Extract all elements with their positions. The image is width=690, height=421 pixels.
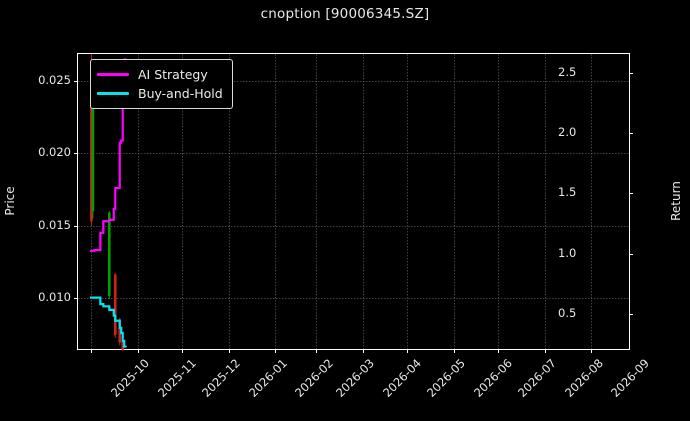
y-tick-right — [629, 193, 633, 195]
chart-title: cnoption [90006345.SZ] — [260, 6, 430, 22]
x-tick-label: 2025-12 — [199, 356, 244, 400]
y-tick-label-left: 0.010 — [38, 289, 71, 304]
y-axis-left-label: Price — [3, 186, 17, 216]
y-tick-label-right: 2.0 — [558, 125, 577, 140]
y-tick-left — [74, 81, 78, 83]
y-tick-label-right: 1.0 — [558, 245, 577, 260]
y-tick-label-right: 1.5 — [558, 185, 577, 200]
y-tick-left — [74, 297, 78, 299]
y-tick-right — [629, 73, 633, 75]
x-tick-label: 2026-08 — [561, 356, 606, 400]
legend-swatch-ai-strategy — [97, 73, 129, 76]
y-tick-label-right: 2.5 — [558, 65, 577, 80]
x-tick — [137, 349, 139, 353]
x-tick — [453, 349, 455, 353]
x-tick — [228, 349, 230, 353]
legend-item: Buy-and-Hold — [97, 84, 223, 103]
y-tick-right — [629, 133, 633, 135]
x-tick — [274, 349, 276, 353]
x-tick-label: 2026-09 — [607, 356, 652, 400]
y-tick-label-left: 0.025 — [38, 73, 71, 88]
x-tick-label: 2026-02 — [291, 356, 336, 400]
y-tick-left — [74, 153, 78, 155]
x-tick — [590, 349, 592, 353]
y-tick-label-left: 0.020 — [38, 145, 71, 160]
plot-area: AI Strategy Buy-and-Hold — [74, 53, 633, 353]
series-line-buy-and-hold — [89, 296, 127, 348]
x-tick — [316, 349, 318, 353]
y-tick-label-right: 0.5 — [558, 305, 577, 320]
x-tick-label: 2026-01 — [245, 356, 290, 400]
y-tick-label-left: 0.015 — [38, 217, 71, 232]
x-tick-label: 2025-11 — [154, 356, 199, 400]
x-tick-label: 2026-06 — [470, 356, 515, 400]
x-tick — [407, 349, 409, 353]
legend-item: AI Strategy — [97, 65, 223, 84]
y-tick-right — [629, 313, 633, 315]
x-tick — [498, 349, 500, 353]
x-tick — [544, 349, 546, 353]
x-tick-label: 2025-10 — [108, 356, 153, 400]
x-tick-label: 2026-05 — [424, 356, 469, 400]
x-tick-label: 2026-04 — [379, 356, 424, 400]
x-tick — [91, 349, 93, 353]
chart-legend[interactable]: AI Strategy Buy-and-Hold — [90, 59, 233, 109]
x-tick — [182, 349, 184, 353]
legend-swatch-buy-and-hold — [97, 92, 129, 95]
legend-label-ai-strategy: AI Strategy — [138, 67, 208, 82]
y-tick-right — [629, 253, 633, 255]
x-tick-label: 2026-03 — [333, 356, 378, 400]
x-tick — [362, 349, 364, 353]
legend-label-buy-and-hold: Buy-and-Hold — [138, 86, 223, 101]
y-tick-left — [74, 225, 78, 227]
y-axis-right-label: Return — [669, 181, 683, 221]
x-tick-label: 2026-07 — [515, 356, 560, 400]
